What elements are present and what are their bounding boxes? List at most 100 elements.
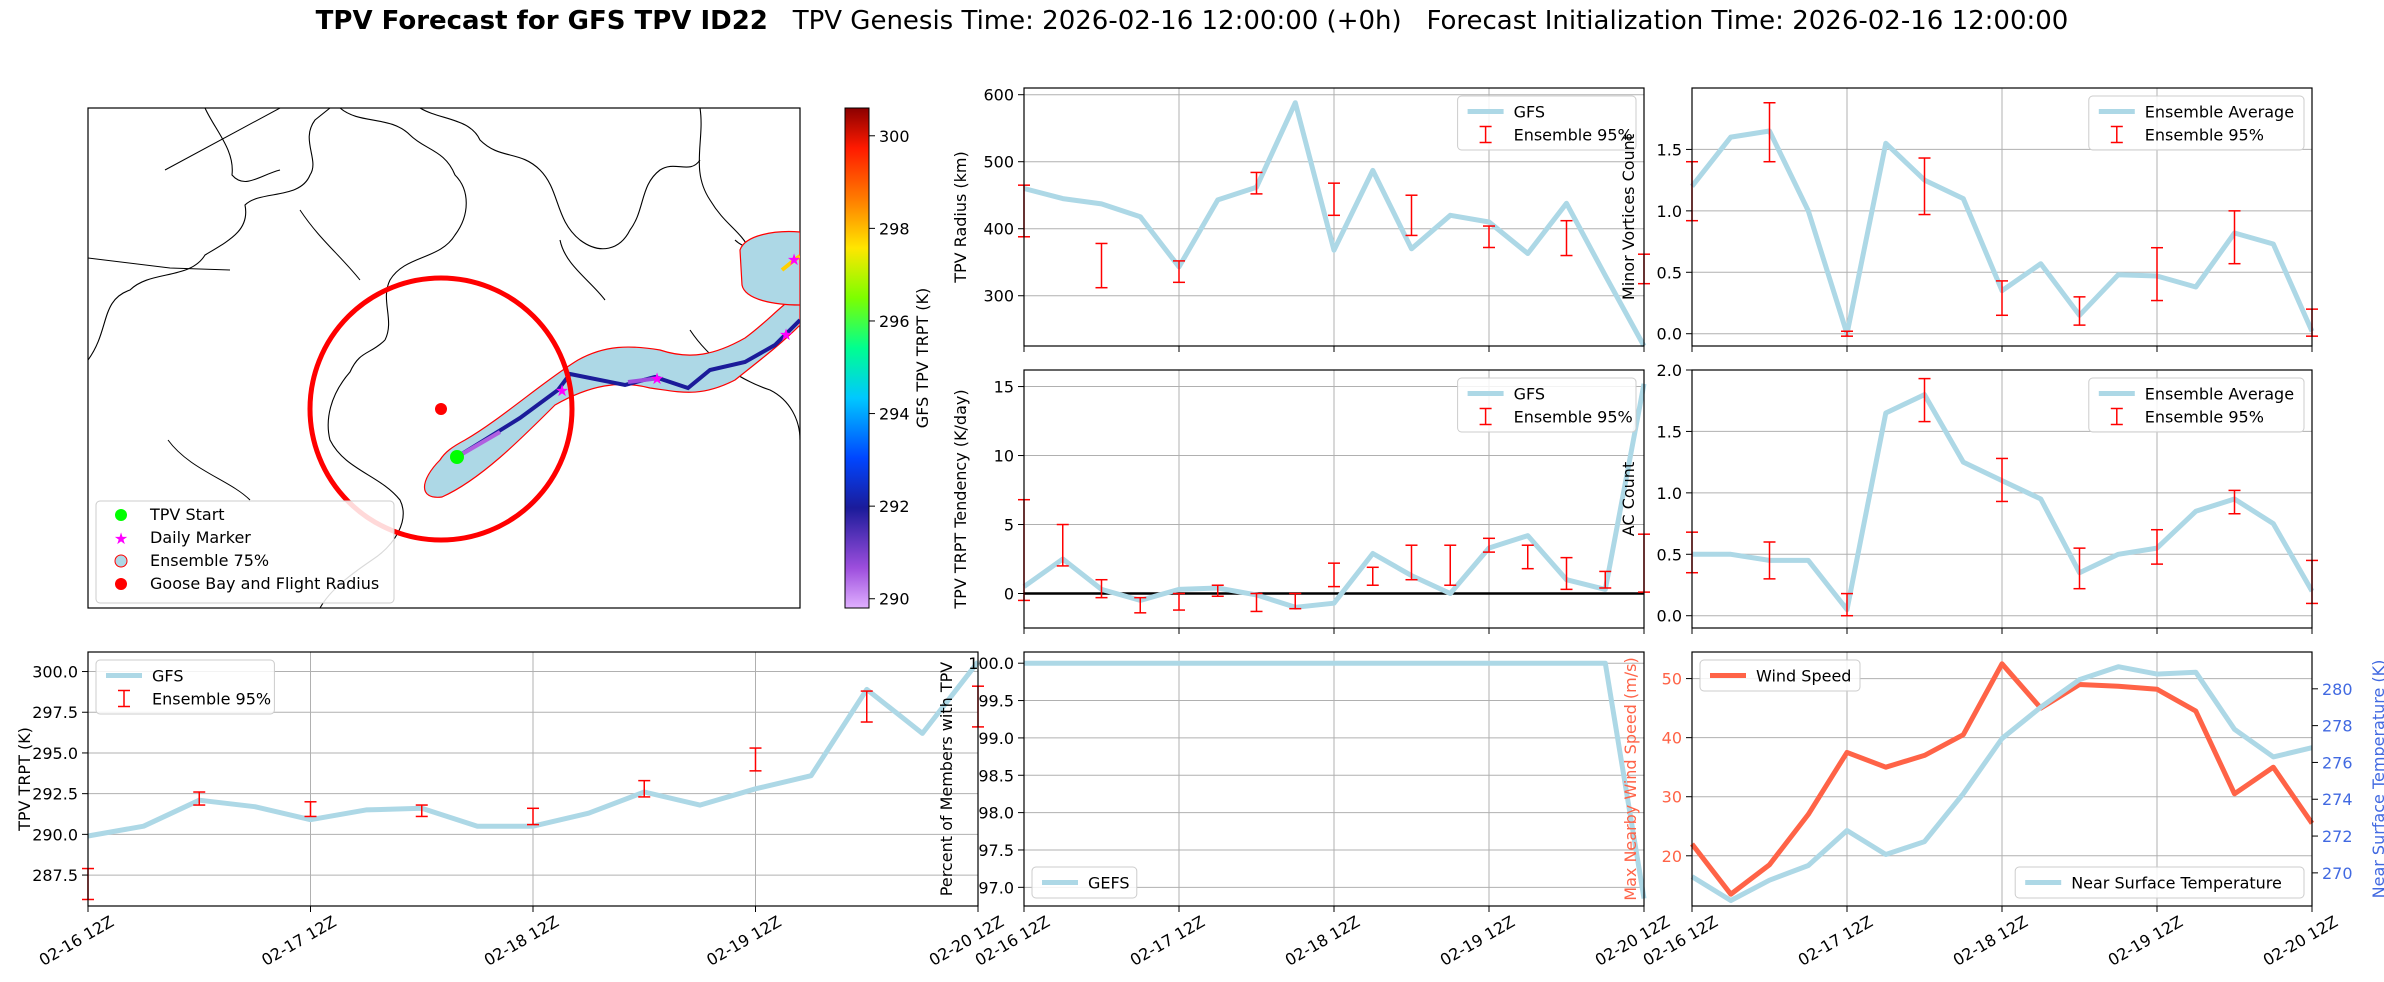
y-axis-label: TPV TRPT Tendency (K/day) bbox=[951, 389, 970, 609]
error-bar bbox=[1366, 566, 1379, 586]
borders bbox=[88, 108, 361, 501]
x-tick-label: 02-19 12Z bbox=[2105, 912, 2186, 970]
x-tick-label: 02-17 12Z bbox=[1795, 912, 1876, 970]
legend-label: Wind Speed bbox=[1756, 667, 1851, 686]
legend-box bbox=[1031, 866, 1138, 899]
y-tick-label: 98.5 bbox=[978, 766, 1014, 785]
x-tick-label: 02-17 12Z bbox=[258, 912, 339, 970]
colorbar-tick-label: 292 bbox=[879, 497, 910, 516]
figure-title-genesis: TPV Genesis Time: 2026-02-16 12:00:00 (+… bbox=[792, 6, 1402, 36]
y-axis-label: Minor Vortices Count bbox=[1619, 134, 1638, 300]
ensemble-75-envelope bbox=[424, 294, 800, 498]
error-bar bbox=[1521, 544, 1534, 570]
error-bar bbox=[1841, 330, 1853, 337]
y-axis-label: AC Count bbox=[1619, 462, 1638, 536]
legend: Near Surface Temperature bbox=[2014, 866, 2305, 899]
y-tick-label: 0.5 bbox=[1657, 545, 1682, 564]
error-bar bbox=[1763, 541, 1776, 580]
legend: GFS Ensemble 95% bbox=[1457, 95, 1637, 151]
error-bar bbox=[1996, 457, 2008, 503]
y-tick-label: 40 bbox=[1662, 729, 1682, 748]
x-tick-label: 02-17 12Z bbox=[1127, 912, 1208, 970]
y-tick-label: 100.0 bbox=[968, 654, 1014, 673]
legend-ensemble-label: Ensemble 75% bbox=[150, 551, 269, 570]
legend-ensemble-icon bbox=[114, 554, 128, 568]
y-tick-label: 20 bbox=[1662, 847, 1682, 866]
error-bar bbox=[1173, 260, 1185, 284]
y-tick-label-right: 274 bbox=[2322, 790, 2353, 809]
legend: GFS Ensemble 95% bbox=[1457, 377, 1637, 433]
legend-marker-icon: ★ bbox=[114, 529, 128, 548]
daily-marker-2: ★ bbox=[650, 369, 664, 388]
colorbar-tick-label: 296 bbox=[879, 312, 910, 331]
error-bar bbox=[304, 801, 317, 818]
ensemble-75-envelope-east bbox=[739, 230, 800, 306]
error-bar bbox=[1841, 592, 1853, 617]
series-line-gefs bbox=[1024, 660, 1647, 899]
error-bar bbox=[1918, 377, 1931, 423]
legend-start-icon bbox=[115, 509, 127, 521]
tpv-track-mid bbox=[627, 376, 661, 384]
error-bar bbox=[1405, 544, 1418, 581]
chart-trpt: 287.5 290.0 292.5 295.0 297.5 300.0 02-16 12Z 0… bbox=[15, 651, 1007, 970]
legend: Ensemble Average Ensemble 95% bbox=[2088, 377, 2305, 433]
tpv-start-marker bbox=[450, 450, 464, 464]
legend-box bbox=[2088, 377, 2305, 433]
y-tick-label: 98.0 bbox=[978, 804, 1014, 823]
y-tick-label: 5 bbox=[1004, 516, 1014, 535]
legend-label: Ensemble 95% bbox=[2145, 408, 2264, 427]
error-bar bbox=[2228, 489, 2241, 515]
y-tick-label: 97.0 bbox=[978, 878, 1014, 897]
y-tick-label: 287.5 bbox=[32, 866, 78, 885]
tpv-track-start bbox=[455, 430, 502, 459]
legend-label: Ensemble Average bbox=[2145, 103, 2294, 122]
chart-minor-vortices: 0.0 0.5 1.0 1.5 Minor Vortices Count Ensemble… bbox=[1619, 87, 2318, 352]
error-bar bbox=[1095, 242, 1108, 289]
legend: Wind Speed bbox=[1699, 659, 1861, 692]
x-tick-label: 02-18 12Z bbox=[1282, 912, 1363, 970]
error-bar bbox=[1250, 171, 1263, 195]
colorbar-tick-label: 294 bbox=[879, 405, 910, 424]
series-line-gfs bbox=[87, 660, 980, 839]
error-bar bbox=[1560, 219, 1573, 257]
x-tick-label: 02-20 12Z bbox=[2260, 912, 2341, 970]
y-axis-label: TPV Radius (km) bbox=[951, 151, 970, 284]
error-bar bbox=[1328, 562, 1340, 588]
series-line-wind-speed bbox=[1690, 661, 2315, 897]
map-legend-box bbox=[95, 500, 395, 604]
daily-marker-1: ★ bbox=[555, 381, 569, 400]
figure-title-main: TPV Forecast for GFS TPV ID22 bbox=[315, 6, 768, 36]
error-bar bbox=[1328, 182, 1340, 217]
y-tick-label: 0 bbox=[1004, 585, 1014, 604]
legend-label: GFS bbox=[152, 667, 183, 686]
y-tick-label: 297.5 bbox=[32, 703, 78, 722]
colorbar-ticks: 290 292 294 296 298 300 bbox=[869, 127, 910, 609]
error-bar bbox=[527, 807, 539, 826]
y-tick-label: 500 bbox=[983, 153, 1014, 172]
y-tick-label: 600 bbox=[983, 86, 1014, 105]
legend-box bbox=[2088, 95, 2305, 151]
error-bar bbox=[2151, 246, 2163, 302]
coast-arctic-2 bbox=[419, 108, 701, 250]
figure-title: TPV Forecast for GFS TPV ID22 TPV Genesi… bbox=[0, 6, 2384, 36]
y-axis-label: Percent of Members with TPV bbox=[937, 662, 956, 896]
y-tick-label: 292.5 bbox=[32, 785, 78, 804]
error-bar bbox=[2073, 547, 2086, 590]
border-3 bbox=[299, 209, 361, 281]
error-bar bbox=[1250, 592, 1263, 613]
y-tick-label: 10 bbox=[994, 447, 1014, 466]
x-tick-label: 02-19 12Z bbox=[703, 912, 784, 970]
error-bar bbox=[2073, 296, 2086, 326]
error-bar bbox=[415, 804, 428, 818]
y-tick-label: 0.5 bbox=[1657, 263, 1682, 282]
colorbar: 290 292 294 296 298 300 GFS TPV TRPT (K) bbox=[844, 107, 932, 609]
y-tick-label: 0.0 bbox=[1657, 607, 1682, 626]
y-tick-label: 99.0 bbox=[978, 729, 1014, 748]
tpv-track-end bbox=[780, 254, 800, 272]
coast-hudson bbox=[339, 108, 467, 341]
y-axis-label-right: Near Surface Temperature (K) bbox=[2369, 660, 2384, 899]
chart-wind-temp: 20 30 40 50 270 272 274 276 278 280 Near Surface T… bbox=[1621, 651, 2384, 970]
y-tick-label: 1.0 bbox=[1657, 202, 1682, 221]
